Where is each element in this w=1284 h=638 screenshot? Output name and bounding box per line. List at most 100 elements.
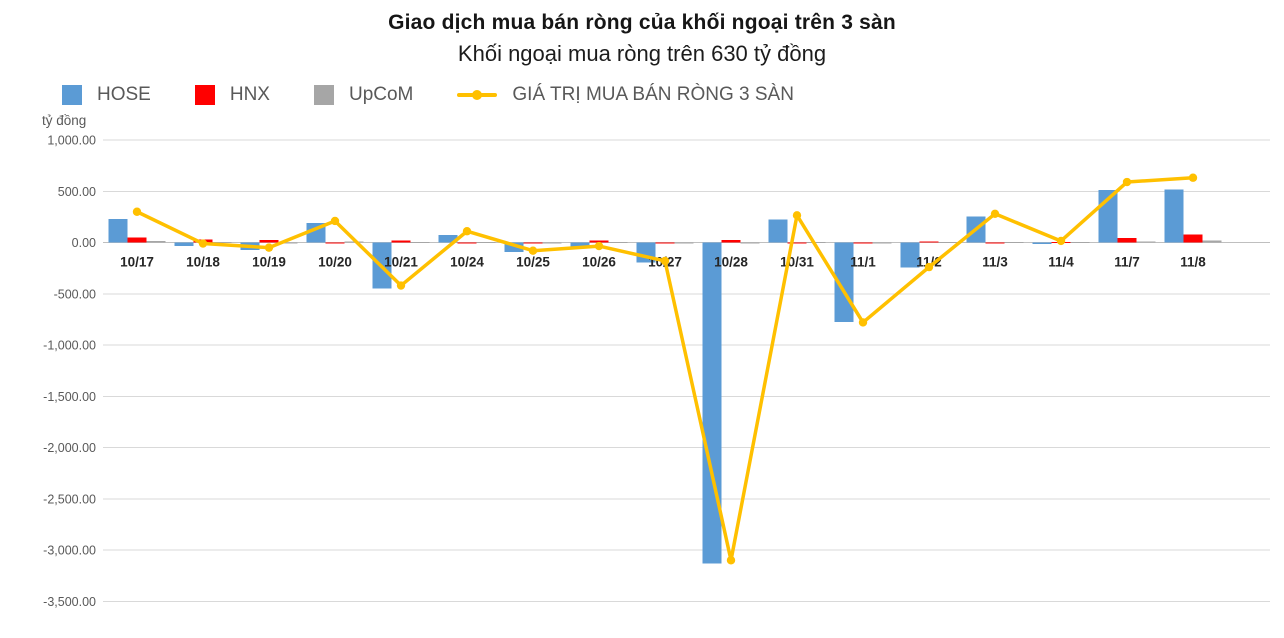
total-line-marker: [660, 256, 670, 266]
bar-hnx: [853, 242, 873, 244]
total-line-marker: [990, 209, 1000, 218]
y-axis-label: 0.00: [72, 236, 96, 250]
x-axis-label: 10/18: [186, 255, 220, 270]
bar-hose: [768, 219, 788, 243]
x-axis-label: 11/3: [982, 255, 1008, 270]
legend-item-hose: HOSE: [62, 84, 151, 106]
bar-hose: [1164, 189, 1184, 243]
x-axis-label: 10/28: [714, 255, 748, 270]
bar-hnx: [787, 242, 807, 244]
bar-upcom: [608, 241, 628, 244]
chart-title: Giao dịch mua bán ròng của khối ngoại tr…: [388, 11, 896, 34]
legend: HOSE HNX UpCoM GIÁ TRỊ MUA BÁN RÒNG 3 SÀN: [62, 84, 794, 106]
bar-hnx: [721, 239, 741, 243]
legend-label-hnx: HNX: [229, 84, 270, 105]
y-axis-label: -500.00: [54, 287, 96, 301]
bar-hose: [570, 242, 590, 249]
y-axis-unit-label: tỷ đồng: [42, 113, 87, 128]
bar-hnx: [919, 241, 939, 243]
bar-upcom: [278, 242, 298, 244]
x-axis-label: 10/31: [780, 255, 814, 270]
total-line-marker: [1122, 177, 1132, 187]
total-line: [135, 175, 1195, 562]
total-line-marker: [198, 239, 208, 248]
x-axis-label: 10/24: [450, 255, 484, 270]
bar-hnx: [457, 242, 477, 244]
x-axis-label: 10/25: [516, 255, 550, 270]
x-axis-label: 10/26: [582, 255, 616, 270]
x-axis-label: 11/1: [850, 255, 876, 270]
bar-hnx: [325, 242, 345, 244]
chart-subtitle: Khối ngoại mua ròng trên 630 tỷ đồng: [457, 41, 827, 66]
legend-line-swatch-total: [457, 90, 498, 100]
bar-hose: [900, 242, 920, 268]
total-line-marker: [858, 318, 868, 327]
bar-hnx: [1117, 237, 1137, 243]
total-line-marker: [462, 227, 472, 236]
bar-hnx: [259, 239, 279, 243]
legend-item-total: GIÁ TRỊ MUA BÁN RÒNG 3 SÀN: [457, 84, 794, 106]
bar-hnx: [523, 242, 543, 244]
bar-hose: [174, 242, 194, 247]
legend-swatch-hose: [62, 85, 82, 105]
bar-hose: [438, 234, 458, 243]
x-axis-label: 11/2: [916, 255, 942, 270]
bar-upcom: [476, 241, 496, 244]
bar-upcom: [806, 241, 826, 244]
bar-upcom: [674, 242, 694, 244]
total-line-marker: [792, 211, 802, 220]
y-axis-label: -2,500.00: [43, 492, 96, 506]
y-axis-label: -2,000.00: [43, 441, 96, 455]
total-line-marker: [594, 241, 604, 251]
bar-hnx: [589, 240, 609, 243]
bar-upcom: [1004, 241, 1024, 244]
legend-swatch-upcom: [313, 85, 334, 105]
y-axis-label: -3,500.00: [43, 595, 96, 609]
total-line-marker: [1056, 236, 1066, 246]
x-axis-label: 10/19: [252, 255, 286, 270]
total-line-marker: [396, 281, 406, 290]
bar-hose: [1032, 242, 1052, 245]
total-line-marker: [132, 207, 142, 216]
legend-item-upcom: UpCoM: [313, 84, 414, 106]
legend-line-marker-icon: [472, 90, 483, 100]
legend-label-total: GIÁ TRỊ MUA BÁN RÒNG 3 SÀN: [512, 84, 794, 105]
x-axis-label: 11/7: [1114, 255, 1140, 270]
total-line-marker: [924, 262, 934, 272]
legend-label-upcom: UpCoM: [348, 84, 414, 105]
bar-hnx: [985, 242, 1005, 244]
bar-upcom: [542, 242, 562, 244]
total-line-marker: [264, 243, 274, 252]
bar-hnx: [127, 237, 147, 243]
x-axis-label: 10/20: [318, 255, 352, 270]
y-axis-label: 500.00: [58, 185, 96, 199]
legend-label-hose: HOSE: [97, 84, 151, 105]
y-axis-label: -3,000.00: [43, 544, 96, 558]
x-axis-label: 11/8: [1180, 255, 1206, 270]
bar-hose: [108, 218, 128, 243]
bar-upcom: [938, 241, 958, 244]
bar-upcom: [1070, 241, 1090, 244]
bar-hnx: [655, 242, 675, 244]
bar-hose: [504, 242, 524, 253]
bar-upcom: [410, 241, 430, 244]
legend-item-hnx: HNX: [194, 84, 270, 106]
total-line-marker: [528, 246, 538, 255]
y-axis-label: -1,500.00: [43, 390, 96, 404]
bar-upcom: [872, 242, 892, 244]
bar-upcom: [740, 242, 760, 244]
bar-upcom: [1202, 240, 1222, 243]
y-axis-label: -1,000.00: [43, 339, 96, 353]
bar-upcom: [212, 241, 232, 244]
bar-upcom: [1136, 241, 1156, 243]
total-line-marker: [726, 556, 736, 565]
bar-hnx: [1183, 234, 1203, 243]
bar-hnx: [391, 240, 411, 243]
legend-swatch-hnx: [194, 85, 215, 105]
bar-upcom: [344, 241, 364, 243]
total-line-marker: [1188, 173, 1198, 182]
bar-upcom: [146, 240, 166, 243]
total-line-marker: [330, 216, 340, 226]
